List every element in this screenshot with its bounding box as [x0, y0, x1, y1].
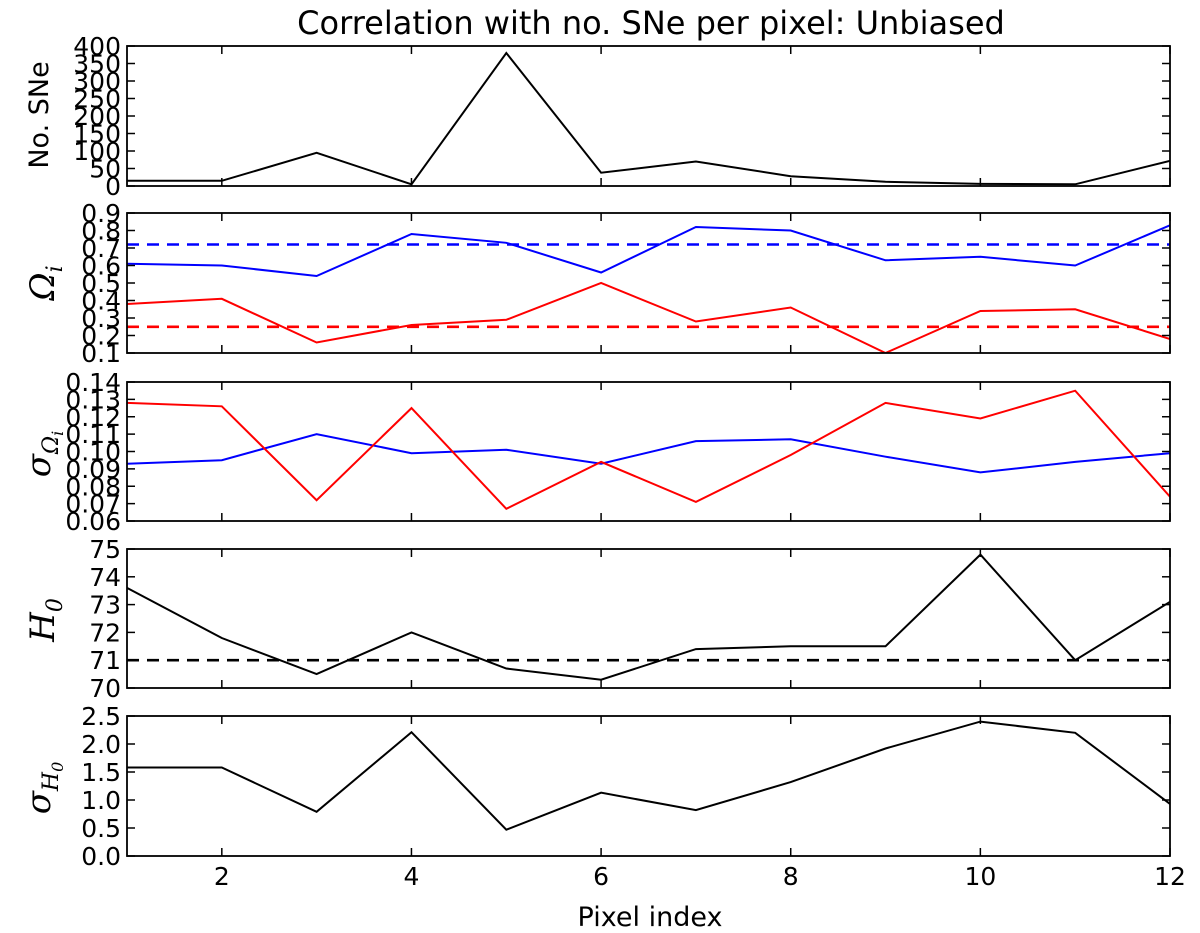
- sigma-h0-ytick-label: 2.0: [81, 730, 121, 759]
- x-axis-label: Pixel index: [578, 902, 723, 933]
- panel-omega: 0.10.20.30.40.50.60.70.80.9 Ωi: [23, 199, 1171, 368]
- no-sne-ytick-label: 250: [73, 85, 121, 114]
- xtick-label: 6: [593, 862, 609, 891]
- sigma-h0-frame: [126, 715, 1171, 857]
- omega-ytick-label: 0.3: [81, 304, 121, 333]
- omega-ytick-label: 0.5: [81, 269, 121, 298]
- sigma-omega-ytick-label: 0.09: [65, 455, 121, 484]
- h0-ytick-label: 72: [89, 618, 121, 647]
- sigma-omega-ytick-label: 0.12: [65, 403, 121, 432]
- h0-ytick-label: 70: [89, 674, 121, 703]
- sigma-omega-ytick-label: 0.06: [65, 507, 121, 536]
- h0-ytick-label: 74: [89, 563, 121, 592]
- omega-frame: [126, 212, 1171, 354]
- sigma-omega-ytick-label: 0.08: [65, 472, 121, 501]
- sigma-omega-series-1-line: [127, 389, 1170, 511]
- h0-frame: [126, 548, 1171, 689]
- h0-ytick-label: 75: [89, 535, 121, 564]
- panel-omega-ylabel: Ωi: [23, 265, 68, 301]
- xtick-label: 12: [1154, 862, 1186, 891]
- sigma-h0-series-0-line: [127, 720, 1170, 831]
- no-sne-ytick-label: 50: [89, 155, 121, 184]
- sigma-omega-ytick-label: 0.10: [65, 438, 121, 467]
- panel-sigma-h0-ylabel: σH0: [19, 762, 67, 815]
- sigma-omega-ytick-label: 0.13: [65, 385, 121, 414]
- panel-sigma-omega-ylabel: σΩi: [19, 431, 67, 478]
- xtick-label: 8: [783, 862, 799, 891]
- sigma-h0-ytick-label: 1.5: [81, 758, 121, 787]
- omega-ytick-label: 0.4: [81, 287, 121, 316]
- omega-ytick-label: 0.6: [81, 252, 121, 281]
- sigma-omega-series-0-line: [127, 433, 1170, 474]
- sigma-omega-ytick-label: 0.07: [65, 490, 121, 519]
- sigma-h0-ytick-label: 2.5: [81, 702, 121, 731]
- panel-no-sne-ylabel: No. SNe: [24, 61, 55, 168]
- panel-sigma-omega: 0.060.070.080.090.100.110.120.130.14 σΩi: [19, 368, 1171, 536]
- h0-ytick-label: 73: [89, 591, 121, 620]
- sigma-h0-ytick-label: 0.5: [81, 814, 121, 843]
- chart-title: Correlation with no. SNe per pixel: Unbi…: [297, 4, 1005, 42]
- omega-series-1-line: [127, 281, 1170, 353]
- no-sne-ytick-label: 300: [73, 67, 121, 96]
- omega-ytick-label: 0.2: [81, 322, 121, 351]
- no-sne-ytick-label: 400: [73, 32, 121, 61]
- xtick-label: 4: [404, 862, 420, 891]
- no-sne-ytick-label: 350: [73, 50, 121, 79]
- omega-ytick-label: 0.1: [81, 339, 121, 368]
- sigma-h0-ytick-label: 1.0: [81, 786, 121, 815]
- xtick-label: 10: [964, 862, 996, 891]
- omega-series-0-line: [127, 224, 1170, 278]
- panel-sigma-h0: 0.00.51.01.52.02.5 2 4 6 8 10 12 σH0: [19, 702, 1186, 891]
- h0-series-0-line: [127, 553, 1170, 681]
- panel-h0-ylabel: H0: [23, 598, 68, 643]
- sigma-omega-ytick-label: 0.11: [65, 420, 121, 449]
- no-sne-ytick-label: 100: [73, 137, 121, 166]
- sigma-omega-ytick-label: 0.14: [65, 368, 121, 397]
- no-sne-frame: [126, 45, 1171, 187]
- no-sne-ytick-label: 150: [73, 120, 121, 149]
- omega-ytick-label: 0.9: [81, 199, 121, 228]
- no-sne-series-0-line: [127, 51, 1170, 186]
- no-sne-ytick-label: 0: [105, 172, 121, 201]
- no-sne-ytick-label: 200: [73, 102, 121, 131]
- omega-ytick-label: 0.7: [81, 234, 121, 263]
- xtick-label: 2: [214, 862, 230, 891]
- sigma-h0-ytick-label: 0.0: [81, 842, 121, 871]
- h0-ytick-label: 71: [89, 646, 121, 675]
- omega-ytick-label: 0.8: [81, 217, 121, 246]
